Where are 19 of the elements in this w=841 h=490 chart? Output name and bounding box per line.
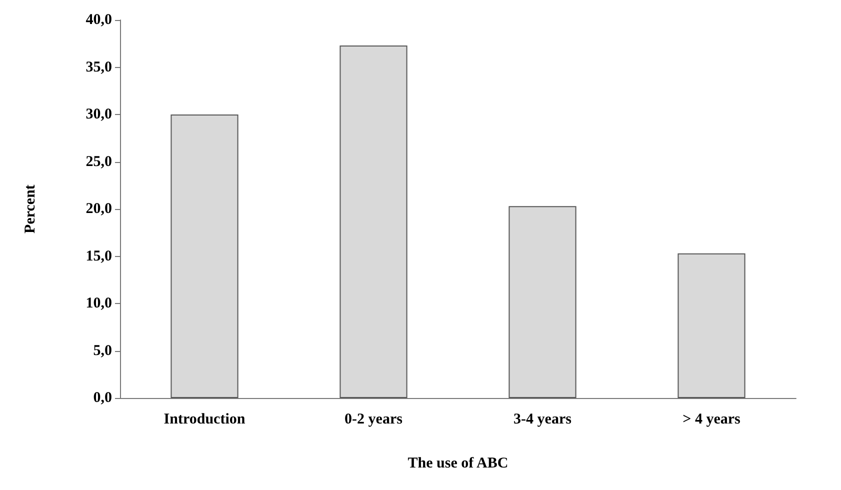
y-axis-title: Percent — [22, 184, 38, 234]
y-tick-label: 35,0 — [86, 59, 112, 76]
y-tick-label: 0,0 — [93, 390, 112, 406]
y-tick-label: 10,0 — [86, 296, 112, 312]
y-tick-label: 25,0 — [86, 154, 112, 170]
x-tick-label: Introduction — [164, 412, 246, 428]
x-tick-label: > 4 years — [682, 412, 741, 428]
y-tick-label: 40,0 — [86, 12, 112, 28]
bar — [508, 206, 576, 398]
y-tick-label: 20,0 — [86, 201, 112, 217]
bar — [170, 114, 238, 398]
bar — [678, 253, 746, 398]
x-tick-label: 3-4 years — [514, 412, 572, 428]
y-tick-label: 15,0 — [86, 248, 112, 264]
bar — [340, 46, 408, 398]
x-axis-title: The use of ABC — [408, 456, 508, 472]
x-tick-label: 0-2 years — [344, 412, 403, 428]
y-tick-label: 5,0 — [93, 342, 112, 359]
y-tick-label: 30,0 — [86, 106, 112, 122]
